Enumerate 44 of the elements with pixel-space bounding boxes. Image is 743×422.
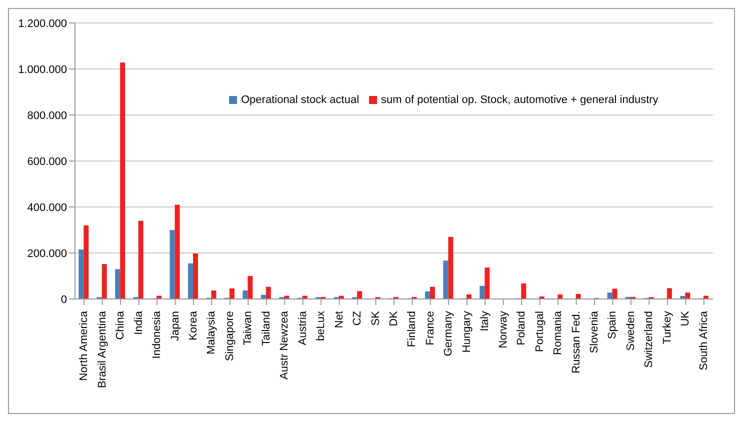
- y-tick-label: 1.200.000: [18, 18, 67, 30]
- legend-label: sum of potential op. Stock, automotive + general industry: [381, 94, 658, 106]
- x-tick-label: North America: [78, 310, 90, 381]
- x-tick-label: Russan Fed.: [570, 311, 582, 374]
- x-tick-label: Brasil Argentina: [96, 310, 108, 388]
- x-tick-label: Austria: [296, 310, 309, 346]
- y-tick-label: 1.000.000: [18, 64, 67, 76]
- x-tick-label: Sweden: [624, 311, 637, 351]
- y-tick-label: 600.000: [27, 156, 67, 168]
- x-tick-label: Malaysia: [206, 310, 218, 354]
- x-tick-label: Japan: [169, 311, 182, 341]
- x-tick-label: France: [424, 311, 436, 346]
- x-tick-label: Romania: [552, 310, 564, 356]
- x-tick-label: Slovenia: [588, 310, 601, 354]
- x-tick-label: Portugal: [534, 311, 546, 352]
- x-tick-label: Hungary: [460, 310, 473, 353]
- x-tick-label: Austr Newzea: [278, 310, 291, 380]
- x-tick-label: Korea: [187, 310, 200, 340]
- x-tick-label: Net: [333, 311, 346, 328]
- x-tick-label: Norway: [497, 310, 510, 348]
- x-tick-label: India: [132, 310, 145, 335]
- x-tick-label: China: [114, 310, 127, 340]
- x-tick-label: Italy: [479, 310, 492, 332]
- y-tick-label: 0: [60, 294, 67, 306]
- y-tick-label: 800.000: [27, 110, 67, 122]
- x-tick-label: Germany: [442, 310, 455, 356]
- x-tick-label: Tailand: [260, 311, 272, 346]
- x-tick-label: South Africa: [698, 310, 710, 370]
- x-tick-label: DK: [388, 310, 400, 326]
- x-tick-label: Indonesia: [151, 310, 164, 359]
- x-tick-label: Turkey: [661, 310, 674, 344]
- x-tick-label: UK: [680, 310, 692, 326]
- x-tick-label: SK: [370, 310, 382, 326]
- x-tick-label: Spain: [606, 311, 619, 340]
- x-tick-label: beLux: [315, 310, 328, 341]
- x-tick-label: Switzerland: [643, 311, 656, 368]
- x-tick-label: Singapore: [224, 311, 236, 362]
- x-tick-label: Finland: [406, 311, 418, 348]
- y-tick-label: 400.000: [27, 202, 67, 214]
- x-tick-label: Taiwan: [242, 311, 254, 346]
- legend-label: Operational stock actual: [241, 94, 360, 106]
- y-tick-label: 200.000: [27, 248, 67, 260]
- x-tick-label: CZ: [352, 310, 364, 326]
- x-tick-label: Poland: [516, 311, 528, 346]
